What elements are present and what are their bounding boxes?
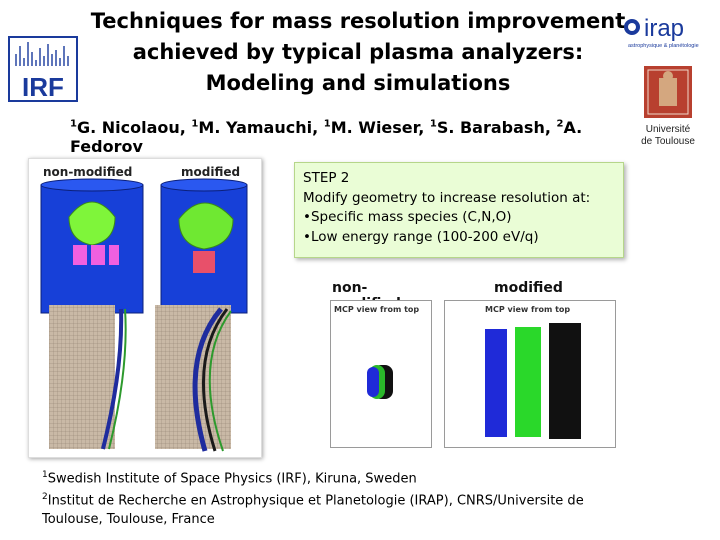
footnote-1: 1Swedish Institute of Space Physics (IRF… xyxy=(42,466,692,488)
author-name: M. Yamauchi, xyxy=(198,118,324,137)
mcp-modified-sub: MCP view from top xyxy=(485,305,571,314)
step-bullet-2: •Low energy range (100-200 eV/q) xyxy=(303,228,539,245)
toulouse-line-2: de Toulouse xyxy=(641,136,695,147)
step-heading: STEP 2 xyxy=(303,170,350,186)
footnote-text: Toulouse, Toulouse, France xyxy=(42,511,215,527)
mcp-non-modified-spots xyxy=(367,365,393,399)
footnote-sup: 2 xyxy=(42,492,48,503)
mcp-non-modified-sub: MCP view from top xyxy=(334,305,420,314)
mcp-modified-panel: modified MCP view from top xyxy=(440,276,620,450)
step-bullet-1: •Specific mass species (C,N,O) xyxy=(303,209,512,225)
title-line-2: achieved by typical plasma analyzers: xyxy=(132,40,584,64)
authors-line: 1G. Nicolaou, 1M. Yamauchi, 1M. Wieser, … xyxy=(70,118,650,156)
footnote-2: 2Institut de Recherche en Astrophysique … xyxy=(42,488,692,510)
step-2-callout: STEP 2 Modify geometry to increase resol… xyxy=(294,162,624,258)
author-affil-sup: 1 xyxy=(70,118,77,130)
instrument-geometry-drawing xyxy=(40,178,248,452)
title-line-3: Modeling and simulations xyxy=(205,71,511,95)
mcp-non-modified-box: MCP view from top xyxy=(330,300,432,448)
footnote-text: Swedish Institute of Space Physics (IRF)… xyxy=(47,471,417,487)
mcp-modified-spots xyxy=(485,323,581,439)
page-title: Techniques for mass resolution improveme… xyxy=(78,6,638,99)
irap-tagline: astrophysique & planétologie xyxy=(628,43,699,49)
author-affil-sup: 1 xyxy=(191,118,199,130)
author-name: G. Nicolaou, xyxy=(76,118,192,137)
irf-logo-text: IRF xyxy=(22,72,64,102)
step-description: Modify geometry to increase resolution a… xyxy=(303,189,591,206)
author-affil-sup: 1 xyxy=(323,118,331,130)
label-non-modified: non-modified xyxy=(43,165,133,179)
footnote-sup: 1 xyxy=(42,470,48,480)
label-modified: modified xyxy=(181,165,241,179)
author-name: S. Barabash, xyxy=(436,118,557,137)
author-affil-sup: 1 xyxy=(429,118,437,130)
affiliations-footnotes: 1Swedish Institute of Space Physics (IRF… xyxy=(42,466,692,529)
universite-toulouse-logo: Université de Toulouse xyxy=(630,64,710,150)
irap-logo: irap astrophysique & planétologie xyxy=(622,10,714,50)
irap-logo-text: irap xyxy=(644,15,684,42)
author-name: M. Wieser, xyxy=(330,118,430,137)
irf-logo: IRF xyxy=(8,36,78,102)
mcp-modified-header: modified xyxy=(494,280,563,296)
toulouse-line-1: Université xyxy=(646,124,691,135)
author-affil-sup: 2 xyxy=(556,118,564,130)
footnote-text: Institut de Recherche en Astrophysique e… xyxy=(47,493,584,509)
mcp-modified-box: MCP view from top xyxy=(444,300,616,448)
author-name: A. Fedorov xyxy=(70,118,583,156)
title-line-1: Techniques for mass resolution improveme… xyxy=(90,9,626,33)
footnote-2-cont: Toulouse, Toulouse, France xyxy=(42,511,692,529)
mcp-non-modified-panel: non-modified MCP view from top xyxy=(326,276,434,450)
instrument-geometry-figure: non-modified modified xyxy=(28,158,262,458)
